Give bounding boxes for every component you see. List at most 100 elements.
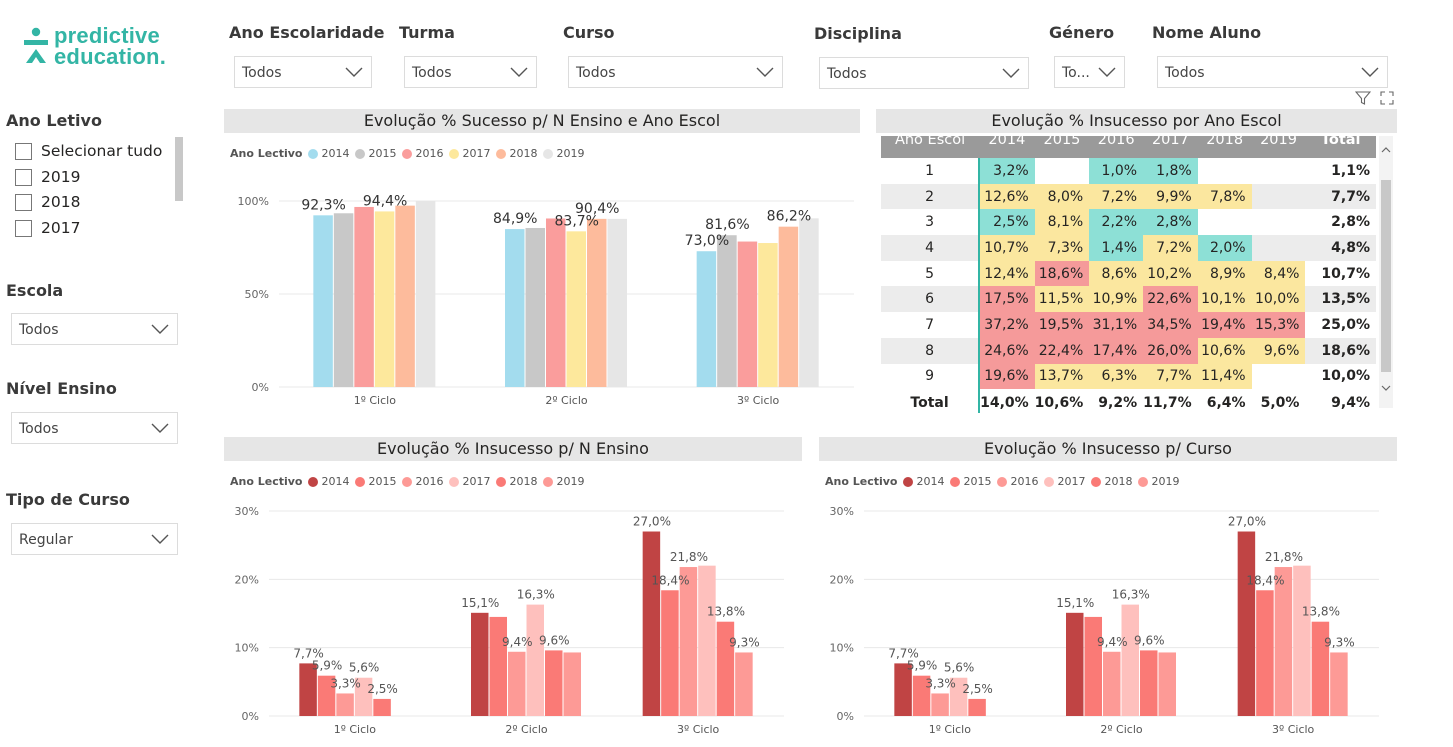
bar-2016-1[interactable] (508, 651, 526, 716)
bar-2015-2[interactable] (717, 235, 737, 387)
column-header[interactable]: Ano Escol (881, 136, 980, 158)
bar-2014-2[interactable] (642, 531, 661, 717)
dropdown-tipo-curso[interactable]: Regular (11, 523, 178, 555)
legend-item-2019[interactable]: 2019 (543, 475, 584, 488)
legend-item-2017[interactable]: 2017 (449, 475, 490, 488)
legend-item-2019[interactable]: 2019 (1138, 475, 1179, 488)
column-header[interactable]: 2015 (1034, 136, 1090, 158)
column-header[interactable]: 2019 (1251, 136, 1306, 158)
bar-2016-1[interactable] (546, 218, 566, 387)
bar-2017-1[interactable] (1121, 604, 1140, 716)
bar-2014-2[interactable] (1237, 531, 1256, 717)
bar-2019-2[interactable] (799, 218, 819, 387)
bar-2017-0[interactable] (949, 677, 968, 716)
legend-item-2014[interactable]: 2014 (308, 147, 349, 160)
bar-2014-2[interactable] (696, 251, 717, 387)
column-header[interactable]: Total (1305, 136, 1376, 158)
bar-2014-1[interactable] (1066, 612, 1084, 716)
column-header[interactable]: 2014 (979, 136, 1035, 158)
bar-2018-0[interactable] (968, 698, 986, 716)
bar-2015-0[interactable] (317, 675, 336, 716)
bar-2017-0[interactable] (374, 211, 395, 387)
dropdown-nome-aluno[interactable]: Todos (1157, 56, 1388, 88)
legend-item-2016[interactable]: 2016 (402, 147, 443, 160)
dropdown-escola[interactable]: Todos (11, 313, 178, 345)
checkbox-selecionar-tudo[interactable] (15, 143, 32, 160)
dropdown-genero[interactable]: To... (1054, 56, 1125, 88)
slicer-scrollbar[interactable] (175, 137, 183, 201)
filter-icon[interactable] (1355, 90, 1371, 106)
legend-item-2017[interactable]: 2017 (449, 147, 490, 160)
bar-2015-2[interactable] (661, 590, 679, 716)
checkbox-2017[interactable] (15, 220, 32, 237)
bar-2016-1[interactable] (1103, 651, 1121, 716)
column-header[interactable]: 2016 (1089, 136, 1144, 158)
bar-2016-0[interactable] (336, 693, 354, 716)
bar-2015-1[interactable] (525, 227, 546, 387)
bar-2015-1[interactable] (489, 616, 508, 716)
bar-2014-1[interactable] (471, 612, 489, 716)
bar-2014-1[interactable] (505, 229, 525, 387)
legend-item-2018[interactable]: 2018 (496, 475, 537, 488)
legend-item-2017[interactable]: 2017 (1044, 475, 1085, 488)
bar-2019-1[interactable] (1158, 652, 1177, 716)
bar-2016-2[interactable] (737, 241, 758, 387)
checkbox-label: 2017 (41, 219, 81, 237)
bar-2016-2[interactable] (679, 567, 698, 716)
bar-2018-0[interactable] (395, 205, 415, 387)
bar-2017-2[interactable] (698, 565, 716, 716)
legend-item-2014[interactable]: 2014 (903, 475, 944, 488)
bar-2018-1[interactable] (587, 218, 607, 387)
legend-item-2018[interactable]: 2018 (496, 147, 537, 160)
bar-2015-0[interactable] (333, 213, 354, 387)
legend-item-2015[interactable]: 2015 (355, 147, 396, 160)
dropdown-curso[interactable]: Todos (568, 56, 783, 88)
matrix-scrollbar-thumb[interactable] (1381, 180, 1391, 372)
bar-2019-2[interactable] (1330, 652, 1348, 716)
bar-2014-0[interactable] (894, 663, 912, 716)
bar-2014-0[interactable] (299, 663, 317, 716)
bar-2017-1[interactable] (526, 604, 545, 716)
checkbox-2018[interactable] (15, 194, 32, 211)
bar-2015-2[interactable] (1256, 590, 1274, 716)
bar-2015-1[interactable] (1084, 616, 1103, 716)
chevron-down-icon (1098, 67, 1116, 77)
bar-2018-1[interactable] (545, 650, 563, 716)
bar-2019-1[interactable] (607, 218, 628, 387)
bar-2017-1[interactable] (566, 231, 587, 387)
bar-2017-2[interactable] (758, 243, 778, 387)
column-header[interactable]: 2017 (1143, 136, 1198, 158)
scroll-down-icon[interactable] (1381, 383, 1391, 393)
bar-2018-2[interactable] (716, 621, 735, 716)
legend-item-2015[interactable]: 2015 (950, 475, 991, 488)
dropdown-turma[interactable]: Todos (404, 56, 537, 88)
legend-item-2018[interactable]: 2018 (1091, 475, 1132, 488)
bar-2019-0[interactable] (415, 201, 436, 387)
bar-2018-1[interactable] (1140, 650, 1158, 716)
bar-2017-0[interactable] (354, 677, 373, 716)
legend-item-2019[interactable]: 2019 (543, 147, 584, 160)
legend-item-2015[interactable]: 2015 (355, 475, 396, 488)
bar-2015-0[interactable] (912, 675, 931, 716)
legend-item-2014[interactable]: 2014 (308, 475, 349, 488)
column-header[interactable]: 2018 (1197, 136, 1252, 158)
dropdown-nivel-ensino[interactable]: Todos (11, 412, 178, 444)
legend-item-2016[interactable]: 2016 (997, 475, 1038, 488)
legend-title: Ano Lectivo (230, 147, 303, 160)
bar-2014-0[interactable] (313, 215, 333, 387)
bar-2017-2[interactable] (1293, 565, 1311, 716)
bar-2018-2[interactable] (1311, 621, 1330, 716)
dropdown-disciplina[interactable]: Todos (819, 57, 1029, 89)
checkbox-2019[interactable] (15, 169, 32, 186)
bar-2019-2[interactable] (735, 652, 753, 716)
legend-item-2016[interactable]: 2016 (402, 475, 443, 488)
bar-2016-0[interactable] (931, 693, 949, 716)
bar-2016-0[interactable] (354, 206, 374, 387)
focus-mode-icon[interactable] (1379, 90, 1395, 106)
dropdown-ano-escolaridade[interactable]: Todos (234, 56, 372, 88)
scroll-up-icon[interactable] (1381, 145, 1391, 155)
bar-2019-1[interactable] (563, 652, 582, 716)
bar-2016-2[interactable] (1274, 567, 1293, 716)
bar-2018-0[interactable] (373, 698, 391, 716)
bar-2018-2[interactable] (778, 226, 799, 387)
